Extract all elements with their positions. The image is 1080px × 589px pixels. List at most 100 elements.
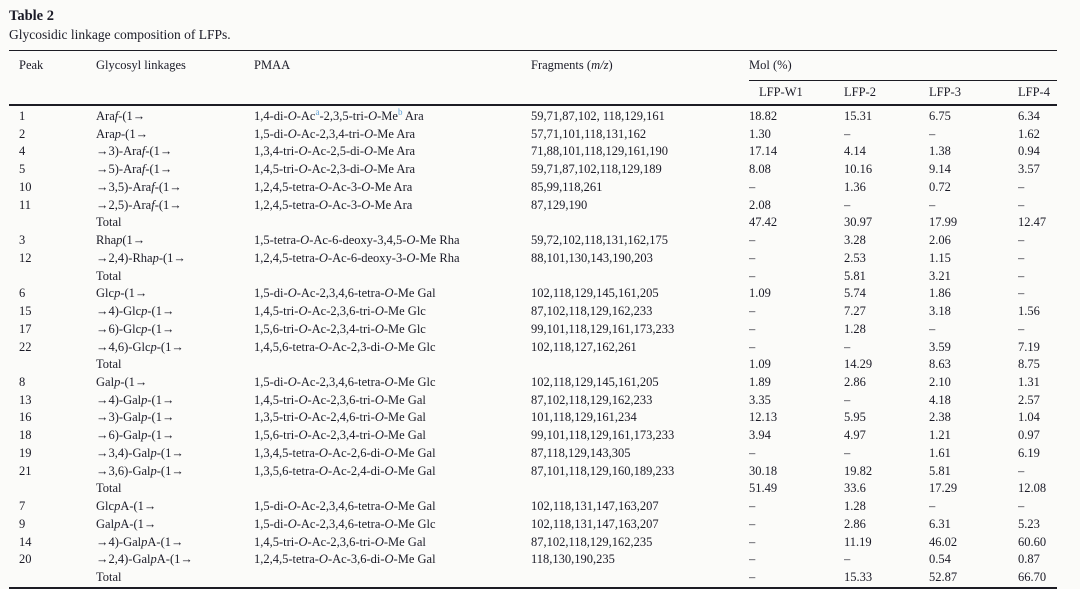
cell-mol-lfp-2: 5.74 (844, 286, 866, 301)
cell-mol-lfp-3: 17.99 (929, 215, 958, 230)
cell-mol-lfp-w1: – (749, 179, 756, 194)
cell-peak: 21 (19, 463, 32, 478)
cell-mol-lfp-3: 0.72 (929, 179, 951, 194)
cell-mol-lfp-4: 6.34 (1018, 109, 1040, 123)
table-row: 5 →5)-Araf-(1→ 1,4,5-tri-O-Ac-2,3-di-O-M… (9, 161, 1057, 179)
cell-glycosyl-linkage: Total (96, 268, 122, 283)
cell-mol-lfp-w1: 1.09 (749, 286, 771, 301)
table-row: 7 GlcpA-(1→ 1,5-di-O-Ac-2,3,4,6-tetra-O-… (9, 498, 1057, 516)
table-row: 3 Rhap(1→ 1,5-tetra-O-Ac-6-deoxy-3,4,5-O… (9, 232, 1057, 250)
cell-mol-lfp-4: 0.87 (1018, 552, 1040, 567)
cell-peak: 15 (19, 304, 32, 319)
cell-mol-lfp-3: 0.54 (929, 552, 951, 567)
cell-mol-lfp-2: 4.14 (844, 144, 866, 159)
cell-fragments: 59,71,87,102, 118,129,161 (531, 109, 665, 123)
cell-mol-lfp-3: – (929, 499, 936, 514)
cell-fragments: 71,88,101,118,129,161,190 (531, 144, 669, 159)
cell-pmaa: 1,2,4,5-tetra-O-Ac-3,6-di-O-Me Gal (254, 552, 436, 567)
cell-mol-lfp-4: 8.75 (1018, 357, 1040, 372)
cell-glycosyl-linkage: →4)-GalpA-(1→ (96, 534, 184, 549)
cell-mol-lfp-w1: – (749, 321, 756, 336)
cell-peak: 1 (19, 109, 26, 123)
cell-mol-lfp-4: – (1018, 250, 1025, 265)
cell-mol-lfp-2: – (844, 392, 851, 407)
cell-fragments: 102,118,129,145,161,205 (531, 286, 659, 301)
cell-mol-lfp-3: 2.38 (929, 410, 951, 425)
cell-fragments: 102,118,129,145,161,205 (531, 375, 659, 390)
cell-pmaa: 1,3,5-tri-O-Ac-2,4,6-tri-O-Me Gal (254, 410, 426, 425)
cell-mol-lfp-4: 1.31 (1018, 375, 1040, 390)
cell-pmaa: 1,5-di-O-Ac-2,3,4,6-tetra-O-Me Gal (254, 286, 436, 301)
table-header: Peak Glycosyl linkages PMAA Fragments (m… (9, 50, 1058, 105)
cell-mol-lfp-2: 14.29 (844, 357, 873, 372)
cell-mol-lfp-3: 8.63 (929, 357, 951, 372)
column-header-peak: Peak (19, 58, 44, 72)
cell-mol-lfp-2: 1.36 (844, 179, 866, 194)
cell-glycosyl-linkage: →2,4)-GalpA-(1→ (96, 552, 193, 567)
cell-fragments: 87,129,190 (531, 197, 588, 212)
cell-glycosyl-linkage: Total (96, 481, 122, 496)
table-row: 10 →3,5)-Araf-(1→ 1,2,4,5-tetra-O-Ac-3-O… (9, 179, 1057, 197)
cell-fragments: 87,101,118,129,160,189,233 (531, 463, 675, 478)
cell-mol-lfp-w1: 47.42 (749, 215, 778, 230)
cell-mol-lfp-4: 0.97 (1018, 428, 1040, 443)
cell-pmaa (254, 268, 531, 286)
cell-mol-lfp-w1: 3.35 (749, 392, 771, 407)
cell-mol-lfp-w1: – (749, 339, 756, 354)
table-row: 9 GalpA-(1→ 1,5-di-O-Ac-2,3,4,6-tetra-O-… (9, 516, 1057, 534)
cell-mol-lfp-3: 1.61 (929, 445, 951, 460)
cell-peak: 12 (19, 250, 32, 265)
cell-peak: 13 (19, 392, 32, 407)
cell-mol-lfp-w1: 12.13 (749, 410, 778, 425)
cell-peak: 22 (19, 339, 32, 354)
cell-fragments: 87,102,118,129,162,233 (531, 304, 653, 319)
cell-mol-lfp-4: – (1018, 499, 1025, 514)
cell-mol-lfp-4: 12.08 (1018, 481, 1047, 496)
cell-glycosyl-linkage: →6)-Glcp-(1→ (96, 321, 175, 336)
cell-glycosyl-linkage: →5)-Araf-(1→ (96, 162, 173, 177)
cell-pmaa: 1,5-di-O-Ac-2,3,4,6-tetra-O-Me Glc (254, 516, 436, 531)
cell-pmaa: 1,2,4,5-tetra-O-Ac-3-O-Me Ara (254, 179, 413, 194)
cell-mol-lfp-2: 1.28 (844, 321, 866, 336)
cell-mol-lfp-w1: – (749, 552, 756, 567)
cell-glycosyl-linkage: →2,4)-Rhap-(1→ (96, 250, 186, 265)
table-row: 17 →6)-Glcp-(1→ 1,5,6-tri-O-Ac-2,3,4-tri… (9, 321, 1057, 339)
cell-mol-lfp-2: 11.19 (844, 534, 872, 549)
table-row: 18 →6)-Galp-(1→ 1,5,6-tri-O-Ac-2,3,4-tri… (9, 427, 1057, 445)
cell-mol-lfp-w1: 1.89 (749, 375, 771, 390)
cell-mol-lfp-w1: – (749, 534, 756, 549)
cell-mol-lfp-w1: – (749, 445, 756, 460)
cell-mol-lfp-2: 4.97 (844, 428, 866, 443)
cell-mol-lfp-2: 3.28 (844, 233, 866, 248)
cell-peak: 6 (19, 286, 26, 301)
cell-mol-lfp-3: – (929, 126, 936, 141)
cell-peak: 3 (19, 233, 26, 248)
cell-glycosyl-linkage: Glcp-(1→ (96, 286, 148, 301)
cell-fragments: 101,118,129,161,234 (531, 410, 637, 425)
cell-glycosyl-linkage: →4,6)-Glcp-(1→ (96, 339, 184, 354)
cell-mol-lfp-4: 7.19 (1018, 339, 1040, 354)
cell-mol-lfp-3: 1.21 (929, 428, 951, 443)
cell-fragments (531, 356, 749, 374)
cell-glycosyl-linkage: Galp-(1→ (96, 375, 148, 390)
cell-mol-lfp-w1: 18.82 (749, 109, 778, 123)
cell-mol-lfp-3: 6.31 (929, 516, 951, 531)
cell-mol-lfp-4: – (1018, 233, 1025, 248)
cell-pmaa: 1,4,5-tri-O-Ac-2,3,6-tri-O-Me Gal (254, 392, 426, 407)
cell-pmaa: 1,4-di-O-Aca-2,3,5-tri-O-Meb Ara (254, 106, 424, 123)
cell-mol-lfp-2: 10.16 (844, 162, 873, 177)
cell-glycosyl-linkage: Arap-(1→ (96, 126, 149, 141)
cell-glycosyl-linkage: →6)-Galp-(1→ (96, 428, 175, 443)
cell-glycosyl-linkage: Total (96, 357, 122, 372)
cell-mol-lfp-4: 5.23 (1018, 516, 1040, 531)
cell-glycosyl-linkage: Total (96, 215, 122, 230)
cell-pmaa: 1,5,6-tri-O-Ac-2,3,4-tri-O-Me Gal (254, 428, 426, 443)
column-header-fragments: Fragments (m/z) (531, 58, 613, 72)
cell-mol-lfp-2: – (844, 552, 851, 567)
cell-peak: 4 (19, 144, 26, 159)
cell-mol-lfp-2: 30.97 (844, 215, 873, 230)
table-row: 6 Glcp-(1→ 1,5-di-O-Ac-2,3,4,6-tetra-O-M… (9, 285, 1057, 303)
cell-pmaa: 1,5-di-O-Ac-2,3,4,6-tetra-O-Me Glc (254, 375, 436, 390)
cell-mol-lfp-3: 52.87 (929, 570, 958, 585)
table-row: 15 →4)-Glcp-(1→ 1,4,5-tri-O-Ac-2,3,6-tri… (9, 303, 1057, 321)
